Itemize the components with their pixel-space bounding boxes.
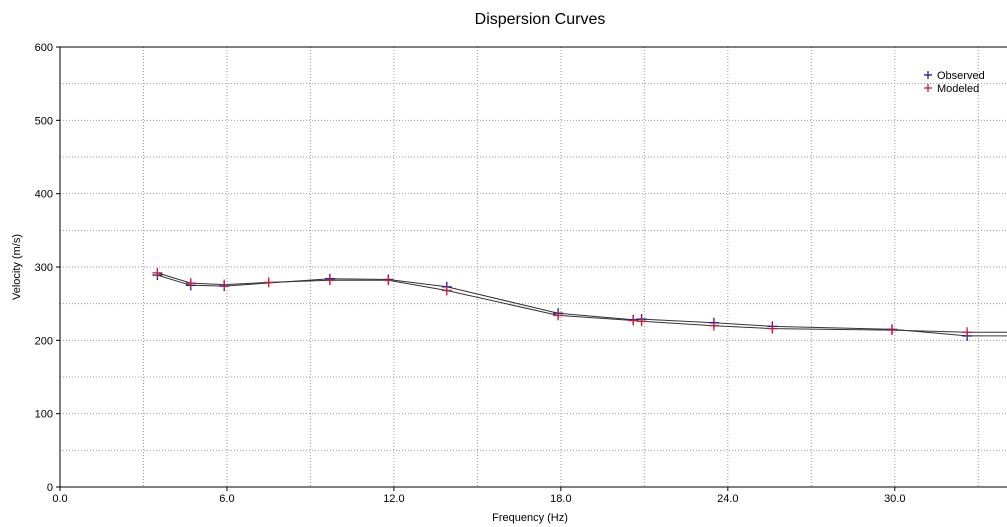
- grid: [60, 47, 1007, 487]
- legend-label-observed: Observed: [937, 70, 985, 82]
- modeled-line: [157, 272, 1007, 333]
- legend-item-observed: Observed: [924, 70, 985, 82]
- x-tick-label: 0.0: [52, 493, 67, 505]
- modeled-point: [628, 315, 639, 326]
- y-axis-label: Velocity (m/s): [11, 234, 23, 300]
- x-tick-label: 30.0: [884, 493, 905, 505]
- modeled-point: [887, 325, 897, 336]
- modeled-point: [636, 316, 647, 327]
- chart-title: Dispersion Curves: [475, 11, 606, 28]
- y-tick-label: 500: [35, 115, 53, 127]
- y-axis: 0 100 200 300 400 500 600: [35, 42, 60, 494]
- y-tick-label: 600: [35, 42, 53, 54]
- modeled-point: [767, 323, 778, 334]
- y-tick-label: 400: [35, 189, 53, 201]
- modeled-point: [553, 310, 564, 321]
- modeled-point: [263, 277, 274, 288]
- series-layer: [152, 267, 1007, 341]
- y-tick-label: 0: [47, 482, 53, 494]
- x-tick-label: 6.0: [219, 493, 234, 505]
- observed-line: [157, 274, 1007, 337]
- x-tick-label: 18.0: [550, 493, 571, 505]
- x-tick-label: 12.0: [383, 493, 404, 505]
- modeled-point: [708, 320, 719, 331]
- modeled-point: [383, 275, 394, 286]
- modeled-point: [152, 267, 163, 278]
- legend-label-modeled: Modeled: [937, 83, 979, 95]
- y-tick-label: 300: [35, 262, 53, 274]
- x-axis-label: Frequency (Hz): [492, 512, 568, 524]
- modeled-point: [441, 285, 452, 296]
- y-tick-label: 200: [35, 335, 53, 347]
- modeled-point: [324, 275, 335, 286]
- modeled-point: [185, 278, 196, 289]
- modeled-point: [219, 279, 230, 290]
- modeled-point: [962, 327, 973, 338]
- x-tick-label: 24.0: [717, 493, 738, 505]
- y-tick-label: 100: [35, 409, 53, 421]
- x-axis: 0.0 6.0 12.0 18.0 24.0 30.0: [52, 487, 905, 505]
- legend-item-modeled: Modeled: [924, 83, 979, 95]
